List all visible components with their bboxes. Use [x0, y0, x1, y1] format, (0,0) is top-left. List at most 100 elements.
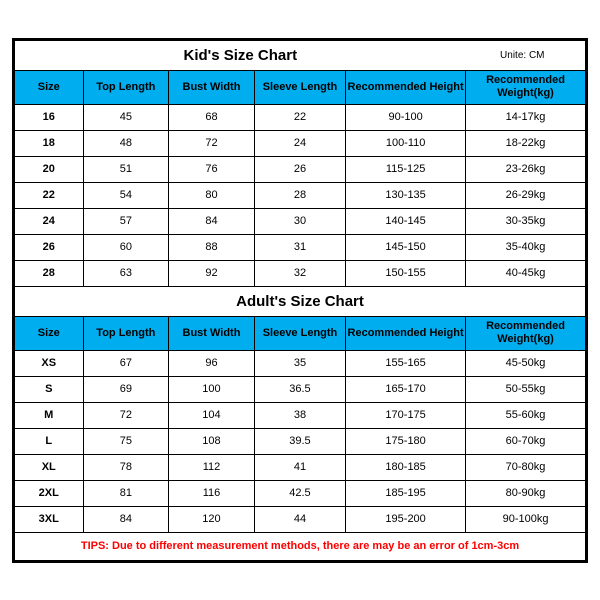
cell: 140-145: [346, 208, 466, 234]
cell: 84: [83, 506, 169, 532]
cell: 30-35kg: [466, 208, 586, 234]
adults-col-rec-weight: Recommended Weight(kg): [466, 316, 586, 350]
cell: 155-165: [346, 350, 466, 376]
cell: 40-45kg: [466, 260, 586, 286]
cell: 108: [169, 428, 255, 454]
kids-col-rec-weight: Recommended Weight(kg): [466, 70, 586, 104]
cell: 115-125: [346, 156, 466, 182]
cell: 16: [15, 104, 84, 130]
cell: 80-90kg: [466, 480, 586, 506]
tips-row: TIPS: Due to different measurement metho…: [15, 532, 586, 560]
cell: 175-180: [346, 428, 466, 454]
kids-title-row: Kid's Size Chart Unite: CM: [15, 40, 586, 70]
cell: 165-170: [346, 376, 466, 402]
cell: 36.5: [254, 376, 345, 402]
cell: 42.5: [254, 480, 345, 506]
cell: 45-50kg: [466, 350, 586, 376]
cell: 60: [83, 234, 169, 260]
cell: 81: [83, 480, 169, 506]
cell: 112: [169, 454, 255, 480]
kids-col-sleeve-length: Sleeve Length: [254, 70, 345, 104]
cell: 195-200: [346, 506, 466, 532]
table-row: S6910036.5165-17050-55kg: [15, 376, 586, 402]
cell: XL: [15, 454, 84, 480]
kids-header-row: Size Top Length Bust Width Sleeve Length…: [15, 70, 586, 104]
cell: 68: [169, 104, 255, 130]
cell: 100: [169, 376, 255, 402]
cell: 69: [83, 376, 169, 402]
cell: M: [15, 402, 84, 428]
cell: 28: [15, 260, 84, 286]
table-row: 3XL8412044195-20090-100kg: [15, 506, 586, 532]
table-row: 18487224100-11018-22kg: [15, 130, 586, 156]
cell: 76: [169, 156, 255, 182]
cell: 60-70kg: [466, 428, 586, 454]
table-row: 26608831145-15035-40kg: [15, 234, 586, 260]
cell: 63: [83, 260, 169, 286]
cell: 57: [83, 208, 169, 234]
cell: 130-135: [346, 182, 466, 208]
cell: 67: [83, 350, 169, 376]
cell: 35-40kg: [466, 234, 586, 260]
cell: 26: [15, 234, 84, 260]
cell: 90-100kg: [466, 506, 586, 532]
cell: 78: [83, 454, 169, 480]
cell: S: [15, 376, 84, 402]
cell: 2XL: [15, 480, 84, 506]
cell: 24: [15, 208, 84, 234]
cell: 39.5: [254, 428, 345, 454]
cell: 24: [254, 130, 345, 156]
cell: 92: [169, 260, 255, 286]
kids-unit: Unite: CM: [466, 40, 586, 70]
cell: 80: [169, 182, 255, 208]
adults-col-top-length: Top Length: [83, 316, 169, 350]
cell: 180-185: [346, 454, 466, 480]
table-row: 1645682290-10014-17kg: [15, 104, 586, 130]
cell: 35: [254, 350, 345, 376]
kids-col-rec-height: Recommended Height: [346, 70, 466, 104]
table-row: 20517626115-12523-26kg: [15, 156, 586, 182]
cell: 170-175: [346, 402, 466, 428]
cell: 26-29kg: [466, 182, 586, 208]
table-row: 28639232150-15540-45kg: [15, 260, 586, 286]
cell: 84: [169, 208, 255, 234]
cell: 100-110: [346, 130, 466, 156]
adults-col-rec-height: Recommended Height: [346, 316, 466, 350]
cell: 32: [254, 260, 345, 286]
cell: 14-17kg: [466, 104, 586, 130]
cell: 41: [254, 454, 345, 480]
cell: 90-100: [346, 104, 466, 130]
adults-title-row: Adult's Size Chart: [15, 286, 586, 316]
cell: 22: [254, 104, 345, 130]
cell: 145-150: [346, 234, 466, 260]
cell: 185-195: [346, 480, 466, 506]
cell: 96: [169, 350, 255, 376]
cell: 22: [15, 182, 84, 208]
cell: 48: [83, 130, 169, 156]
cell: 18-22kg: [466, 130, 586, 156]
cell: 3XL: [15, 506, 84, 532]
cell: 38: [254, 402, 345, 428]
table-row: M7210438170-17555-60kg: [15, 402, 586, 428]
cell: 44: [254, 506, 345, 532]
kids-col-top-length: Top Length: [83, 70, 169, 104]
tips-text: TIPS: Due to different measurement metho…: [15, 532, 586, 560]
adults-col-size: Size: [15, 316, 84, 350]
table-row: XL7811241180-18570-80kg: [15, 454, 586, 480]
size-chart-table: Kid's Size Chart Unite: CM Size Top Leng…: [14, 40, 586, 561]
cell: 51: [83, 156, 169, 182]
cell: 30: [254, 208, 345, 234]
kids-col-size: Size: [15, 70, 84, 104]
table-row: L7510839.5175-18060-70kg: [15, 428, 586, 454]
cell: XS: [15, 350, 84, 376]
adults-header-row: Size Top Length Bust Width Sleeve Length…: [15, 316, 586, 350]
cell: 18: [15, 130, 84, 156]
cell: 28: [254, 182, 345, 208]
adults-title: Adult's Size Chart: [15, 286, 586, 316]
table-row: 22548028130-13526-29kg: [15, 182, 586, 208]
table-row: XS679635155-16545-50kg: [15, 350, 586, 376]
cell: 150-155: [346, 260, 466, 286]
cell: 88: [169, 234, 255, 260]
table-row: 24578430140-14530-35kg: [15, 208, 586, 234]
table-row: 2XL8111642.5185-19580-90kg: [15, 480, 586, 506]
